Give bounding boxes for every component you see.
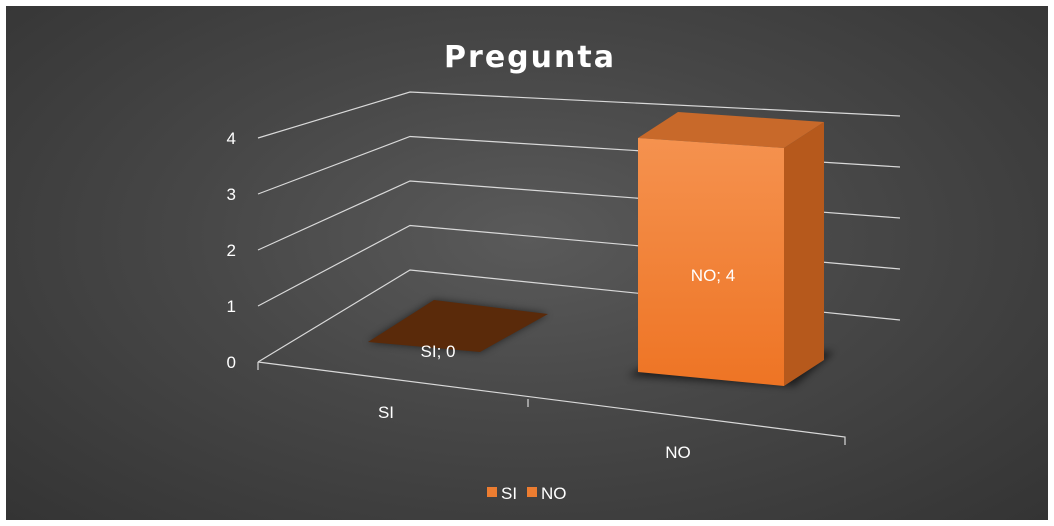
legend-swatch-si xyxy=(487,487,497,497)
category-label-no: NO xyxy=(665,443,691,462)
y-tick-label: 2 xyxy=(227,241,236,260)
bar-no xyxy=(638,138,784,386)
legend-label-no: NO xyxy=(541,484,567,503)
chart-background xyxy=(6,6,1048,520)
legend-swatch-no xyxy=(527,487,537,497)
bar-no-side xyxy=(784,122,824,386)
gridline xyxy=(257,91,901,139)
x-axis-line xyxy=(257,361,846,445)
chart-title: Pregunta xyxy=(444,40,616,75)
legend: SI NO xyxy=(487,484,567,503)
y-tick-label: 4 xyxy=(227,129,236,148)
bars xyxy=(368,112,834,386)
y-tick-label: 0 xyxy=(227,353,236,372)
axes: 0 1 2 3 4 SI NO xyxy=(227,129,846,462)
bar-si xyxy=(368,300,548,352)
data-label-si: SI; 0 xyxy=(421,342,456,361)
y-tick-label: 3 xyxy=(227,185,236,204)
legend-label-si: SI xyxy=(501,484,517,503)
data-labels: SI; 0 NO; 4 xyxy=(421,266,736,361)
data-label-no: NO; 4 xyxy=(691,266,735,285)
bar-no-top xyxy=(638,112,824,148)
y-tick-label: 1 xyxy=(227,297,236,316)
category-label-si: SI xyxy=(378,403,394,422)
